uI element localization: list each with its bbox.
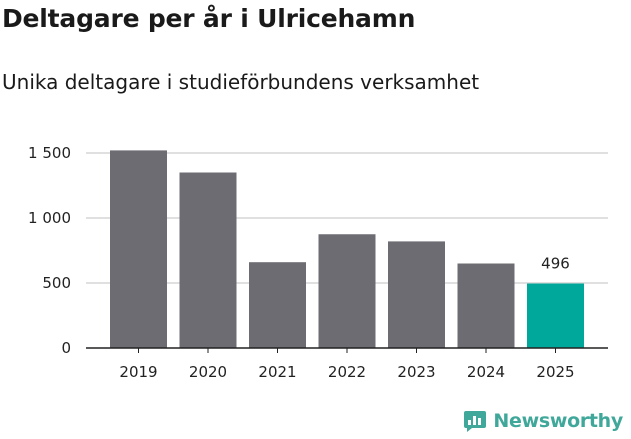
chart-title: Deltagare per år i Ulricehamn — [2, 4, 416, 33]
bar-2020 — [179, 172, 237, 348]
bar-2021 — [249, 262, 306, 348]
bar-2023 — [388, 241, 445, 348]
newsworthy-logo-icon — [464, 411, 487, 432]
bar-2022 — [318, 234, 376, 348]
bars — [110, 150, 584, 348]
y-tick-label: 0 — [61, 339, 71, 357]
annotations: 496 — [541, 255, 570, 273]
y-tick-label: 1 500 — [28, 144, 71, 162]
y-tick-label: 500 — [42, 274, 71, 292]
x-tick-label: 2022 — [328, 363, 366, 381]
x-tick-label: 2023 — [397, 363, 435, 381]
bar-2019 — [110, 150, 167, 348]
data-label: 496 — [541, 255, 570, 273]
x-tick-label: 2025 — [536, 363, 574, 381]
x-axis-ticks: 2019 2020 2021 2022 2023 2024 2025 — [86, 347, 608, 381]
y-axis-ticks: 0 500 1 000 1 500 — [28, 144, 71, 357]
bar-2024 — [457, 263, 515, 348]
bar-2025 — [527, 283, 584, 348]
x-tick-label: 2020 — [189, 363, 227, 381]
x-tick-label: 2019 — [119, 363, 157, 381]
brand-logo: Newsworthy — [463, 409, 623, 433]
y-tick-label: 1 000 — [28, 209, 71, 227]
x-tick-label: 2021 — [258, 363, 296, 381]
brand-name: Newsworthy — [493, 410, 623, 432]
x-tick-label: 2024 — [467, 363, 505, 381]
chart-subtitle: Unika deltagare i studieförbundens verks… — [2, 70, 480, 94]
